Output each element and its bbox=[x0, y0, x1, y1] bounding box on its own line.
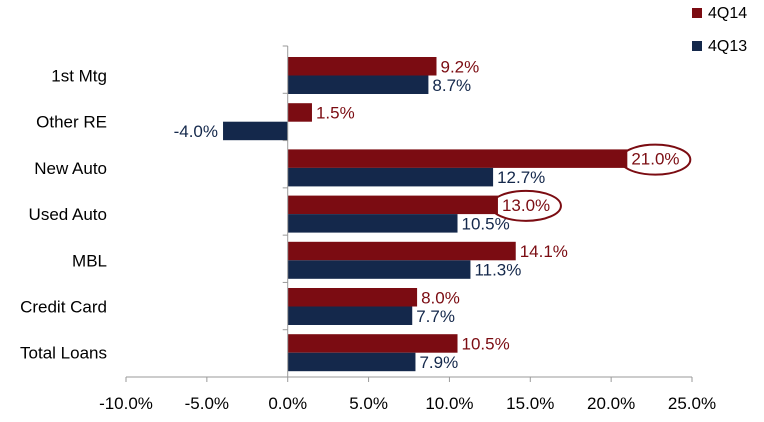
bar-4q14-total-loans bbox=[287, 334, 458, 353]
data-label: -4.0% bbox=[174, 122, 218, 141]
bar-4q14-1st-mtg bbox=[287, 57, 437, 76]
highlight-ellipse bbox=[489, 189, 562, 222]
bar-4q14-new-auto bbox=[287, 149, 628, 168]
bar-4q13-1st-mtg bbox=[287, 75, 429, 94]
category-label: Credit Card bbox=[20, 298, 107, 317]
data-label: 21.0% bbox=[631, 150, 679, 169]
x-tick-label: 10.0% bbox=[425, 394, 473, 413]
category-label: MBL bbox=[72, 251, 107, 270]
data-label: 14.1% bbox=[520, 242, 568, 261]
bar-4q14-mbl bbox=[287, 241, 516, 261]
legend-swatch-4q14 bbox=[692, 8, 702, 18]
data-labels: 9.2%8.7%1.5%-4.0%21.0%12.7%13.0%10.5%14.… bbox=[174, 57, 680, 372]
data-label: 9.2% bbox=[440, 57, 479, 76]
data-label: 1.5% bbox=[316, 103, 355, 122]
category-labels: 1st Mtg Other RE New Auto Used Auto MBL Credi… bbox=[20, 67, 107, 363]
bar-4q13-other-re bbox=[223, 121, 288, 141]
bar-4q13-used-auto bbox=[287, 214, 458, 233]
x-tick-label: 0.0% bbox=[268, 394, 307, 413]
data-label: 7.7% bbox=[416, 307, 455, 326]
category-label: Other RE bbox=[36, 113, 107, 132]
category-label: Total Loans bbox=[20, 344, 107, 363]
data-label: 8.7% bbox=[432, 76, 471, 95]
legend: 4Q14 4Q13 bbox=[692, 5, 747, 55]
legend-label: 4Q13 bbox=[708, 38, 747, 55]
bar-4q13-credit-card bbox=[287, 306, 413, 325]
highlight-ellipse bbox=[619, 143, 692, 176]
bar-4q14-used-auto bbox=[287, 195, 498, 215]
bar-4q14-credit-card bbox=[287, 288, 418, 307]
bar-4q13-mbl bbox=[287, 260, 471, 279]
category-label: Used Auto bbox=[29, 205, 107, 224]
bars bbox=[223, 57, 628, 372]
data-label: 13.0% bbox=[502, 196, 550, 215]
x-tick-label: -10.0% bbox=[99, 394, 153, 413]
x-tick-label: 5.0% bbox=[349, 394, 388, 413]
data-label: 7.9% bbox=[419, 353, 458, 372]
x-tick-label: 15.0% bbox=[506, 394, 554, 413]
axes: -10.0% -5.0% 0.0% 5.0% 10.0% 15.0% 20.0% 25.0% bbox=[99, 45, 716, 413]
data-label: 11.3% bbox=[474, 261, 521, 280]
data-label: 12.7% bbox=[497, 168, 545, 187]
highlights bbox=[489, 143, 692, 222]
category-label: New Auto bbox=[34, 159, 107, 178]
category-label: 1st Mtg bbox=[51, 67, 107, 86]
bar-4q13-new-auto bbox=[287, 167, 494, 187]
data-label: 8.0% bbox=[421, 288, 460, 307]
bar-4q13-total-loans bbox=[287, 352, 416, 372]
x-tick-label: -5.0% bbox=[185, 394, 229, 413]
x-tick-label: 20.0% bbox=[587, 394, 635, 413]
data-label: 10.5% bbox=[462, 334, 510, 353]
data-label: 10.5% bbox=[462, 214, 510, 233]
legend-swatch-4q13 bbox=[692, 41, 702, 51]
x-tick-label: 25.0% bbox=[668, 394, 716, 413]
bar-4q14-other-re bbox=[287, 103, 312, 122]
legend-label: 4Q14 bbox=[708, 5, 747, 22]
